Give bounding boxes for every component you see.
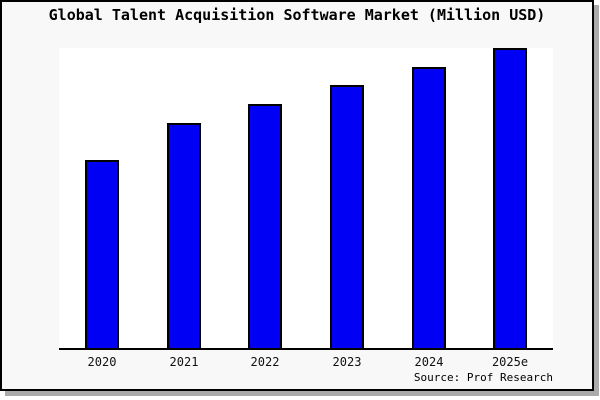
- bar-2022: [248, 104, 282, 348]
- chart-title: Global Talent Acquisition Software Marke…: [48, 6, 546, 24]
- xtick-label-2025e: 2025e: [491, 355, 529, 369]
- bar-2021: [167, 123, 201, 348]
- bar-2024: [412, 67, 446, 348]
- xtick-label-2023: 2023: [332, 355, 362, 369]
- source-label: Source: Prof Research: [413, 371, 553, 384]
- xtick-label-2022: 2022: [250, 355, 280, 369]
- xtick-label-2021: 2021: [169, 355, 199, 369]
- bar-2020: [85, 160, 119, 348]
- plot-area: [59, 48, 553, 350]
- xtick-label-2020: 2020: [87, 355, 117, 369]
- xtick-label-2024: 2024: [414, 355, 444, 369]
- bar-2025e: [493, 48, 527, 348]
- bar-2023: [330, 85, 364, 348]
